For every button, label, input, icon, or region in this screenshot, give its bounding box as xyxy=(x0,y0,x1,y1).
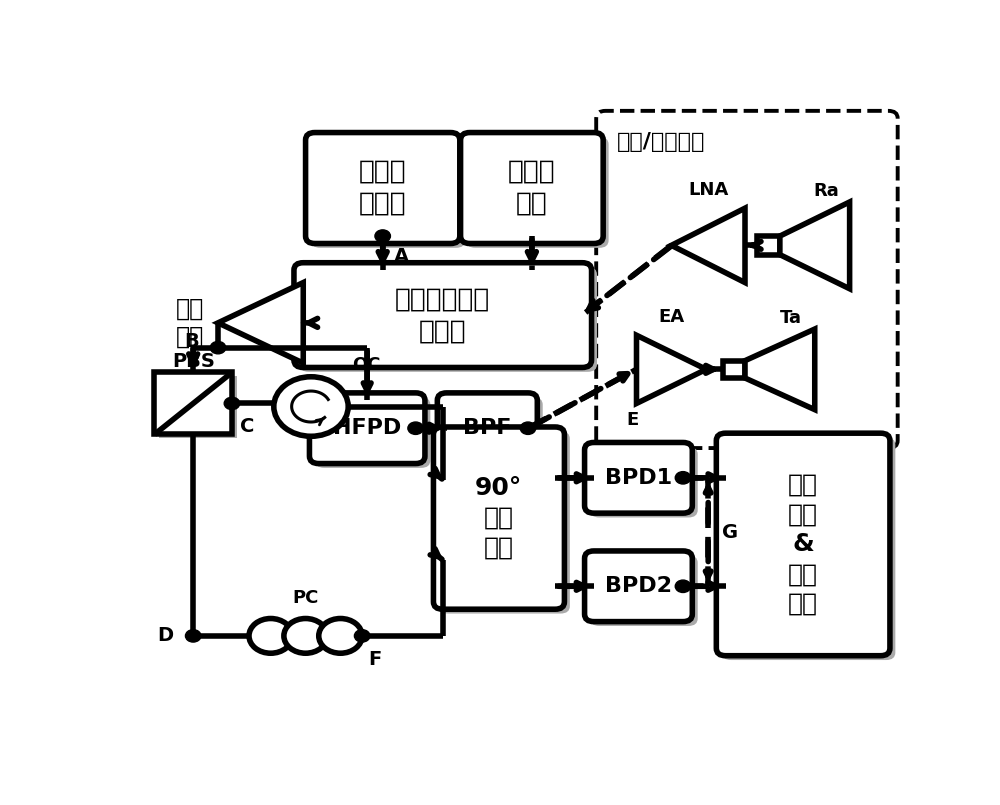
Text: E: E xyxy=(626,411,639,429)
Polygon shape xyxy=(637,335,706,403)
Text: EA: EA xyxy=(658,308,684,326)
Text: LNA: LNA xyxy=(688,181,728,199)
FancyBboxPatch shape xyxy=(596,111,898,448)
Text: 光放
大器: 光放 大器 xyxy=(176,297,204,349)
Text: A: A xyxy=(394,247,409,266)
Text: 90°
光耦
合器: 90° 光耦 合器 xyxy=(475,477,523,559)
Text: C: C xyxy=(240,417,254,436)
Text: BPD2: BPD2 xyxy=(605,576,672,597)
FancyBboxPatch shape xyxy=(461,133,603,243)
FancyBboxPatch shape xyxy=(443,397,543,468)
Text: BPD1: BPD1 xyxy=(605,468,672,488)
Circle shape xyxy=(249,618,292,653)
Circle shape xyxy=(520,422,536,435)
Text: D: D xyxy=(158,626,174,646)
FancyBboxPatch shape xyxy=(466,137,609,248)
FancyBboxPatch shape xyxy=(722,437,895,660)
Circle shape xyxy=(224,397,240,410)
FancyBboxPatch shape xyxy=(315,397,430,468)
Text: 发射/接收单元: 发射/接收单元 xyxy=(617,132,706,152)
Circle shape xyxy=(408,422,423,435)
Text: 基带信
号源: 基带信 号源 xyxy=(508,159,556,217)
Circle shape xyxy=(284,618,327,653)
Polygon shape xyxy=(671,208,745,283)
Circle shape xyxy=(319,618,362,653)
FancyBboxPatch shape xyxy=(439,431,570,613)
Bar xyxy=(159,376,237,438)
Text: G: G xyxy=(722,522,738,542)
Circle shape xyxy=(675,580,691,592)
Circle shape xyxy=(675,472,691,484)
Bar xyxy=(723,361,745,378)
Circle shape xyxy=(185,630,201,642)
FancyBboxPatch shape xyxy=(590,555,698,626)
Text: 信号
采集
&
处理
模块: 信号 采集 & 处理 模块 xyxy=(788,473,818,616)
FancyBboxPatch shape xyxy=(311,137,465,248)
Text: PBS: PBS xyxy=(172,352,215,371)
Text: F: F xyxy=(368,650,382,668)
Polygon shape xyxy=(780,202,850,289)
FancyBboxPatch shape xyxy=(309,393,425,464)
FancyBboxPatch shape xyxy=(306,133,460,243)
FancyBboxPatch shape xyxy=(716,433,890,656)
Text: Ta: Ta xyxy=(780,309,802,327)
Bar xyxy=(757,236,780,254)
Circle shape xyxy=(210,341,226,354)
Circle shape xyxy=(354,630,370,642)
Text: HFPD: HFPD xyxy=(333,419,401,438)
FancyBboxPatch shape xyxy=(590,447,698,518)
FancyBboxPatch shape xyxy=(294,262,592,367)
Text: 偏振复用电光
调制器: 偏振复用电光 调制器 xyxy=(395,286,490,344)
Text: B: B xyxy=(184,332,199,351)
FancyBboxPatch shape xyxy=(585,443,692,513)
Bar xyxy=(154,373,232,435)
Polygon shape xyxy=(218,283,303,363)
FancyBboxPatch shape xyxy=(437,393,537,464)
Text: 光采样
脉冲源: 光采样 脉冲源 xyxy=(359,159,406,217)
FancyBboxPatch shape xyxy=(585,551,692,621)
Polygon shape xyxy=(745,329,815,410)
FancyBboxPatch shape xyxy=(299,267,597,372)
Circle shape xyxy=(375,230,390,242)
Text: Ra: Ra xyxy=(814,182,839,200)
Text: OC: OC xyxy=(352,356,381,374)
Circle shape xyxy=(274,377,348,436)
Text: BPF: BPF xyxy=(463,419,512,438)
Text: PC: PC xyxy=(292,589,319,607)
FancyBboxPatch shape xyxy=(433,427,564,609)
